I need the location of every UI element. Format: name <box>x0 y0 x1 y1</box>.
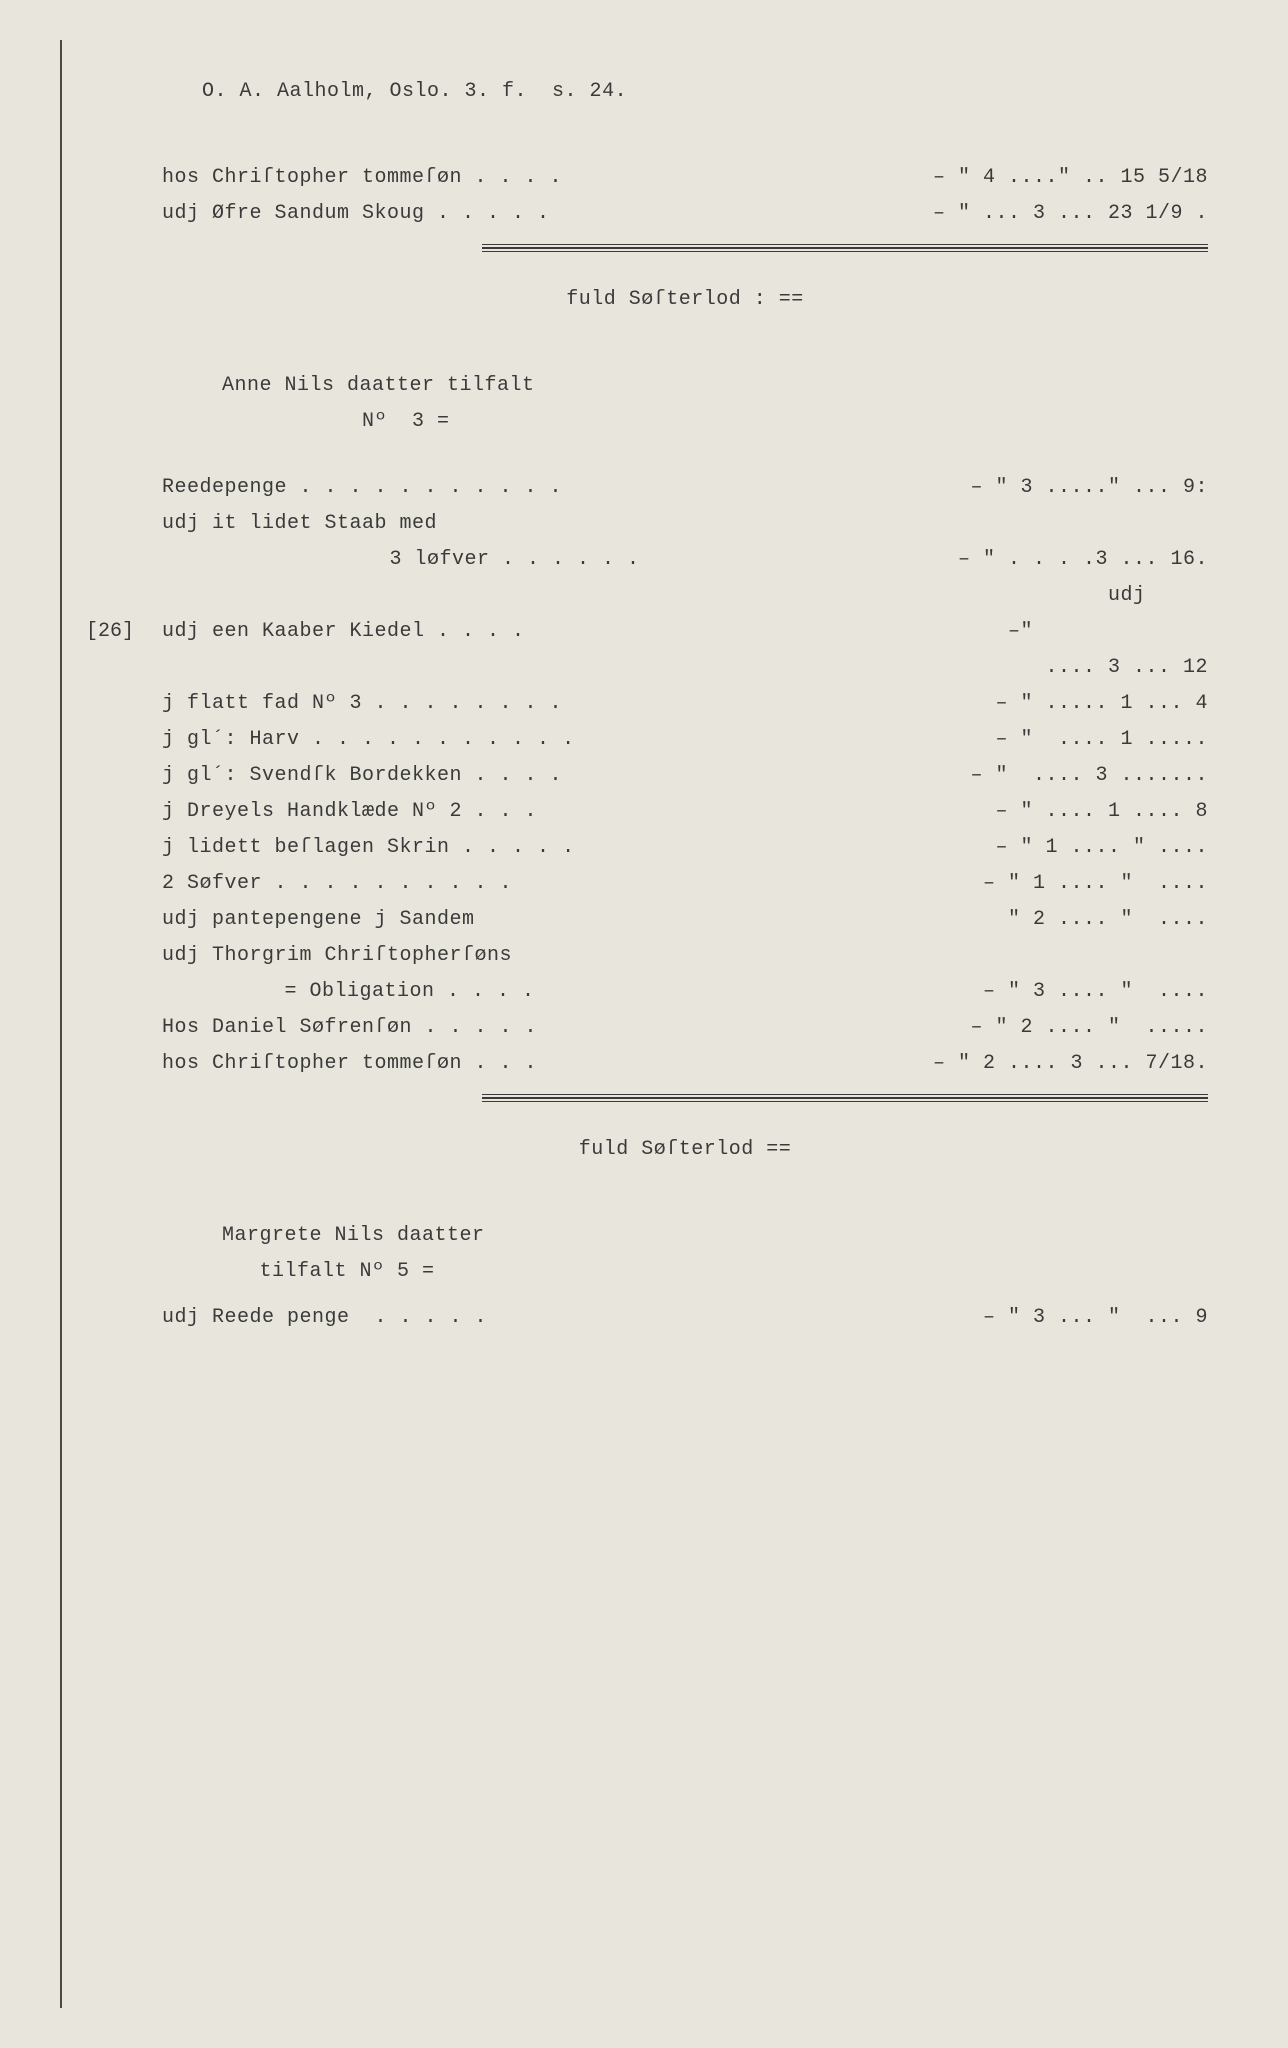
entry-row: j gl´: Harv . . . . . . . . . . . – ʺ ..… <box>162 728 1208 764</box>
entry-desc: udj Thorgrim Chriſtopherſøns <box>162 944 512 967</box>
entry-row: udj Reede penge . . . . . – " 3 ... ʺ ..… <box>162 1306 1208 1342</box>
entry-row: udj Øfre Sandum Skoug . . . . . – ʺ ... … <box>162 202 1208 238</box>
section-subheading: tilfalt Nº 5 = <box>162 1260 1208 1296</box>
entry-desc: 2 Søfver . . . . . . . . . . <box>162 872 512 895</box>
entry-values: – " 3 ... ʺ ... 9 <box>983 1306 1208 1329</box>
entry-values: – ʺ 4 ....ʺ .. 15 5/18 <box>933 166 1208 189</box>
entry-row: [26] udj een Kaaber Kiedel . . . . –ʺ <box>162 620 1208 656</box>
entry-row: .... 3 ... 12 <box>162 656 1208 692</box>
entry-row: 3 løfver . . . . . . – ʺ . . . .3 ... 16… <box>162 548 1208 584</box>
footer-text: fuld Søſterlod == <box>579 1138 792 1161</box>
entry-values: – ʺ . . . .3 ... 16. <box>958 548 1208 571</box>
entry-desc: udj een Kaaber Kiedel . . . . <box>162 620 525 643</box>
entry-values: udj <box>1108 584 1208 607</box>
entry-values: .... 3 ... 12 <box>1045 656 1208 679</box>
subheading-text: Nº 3 = <box>362 410 450 433</box>
double-rule <box>482 1094 1208 1102</box>
entry-desc: hos Chriſtopher tommeſøn . . . . <box>162 166 562 189</box>
entry-values: – ʺ ... 3 ... 23 1/9 . <box>933 202 1208 225</box>
page-header: O. A. Aalholm, Oslo. 3. f. s. 24. <box>162 80 1208 116</box>
section-heading: Margrete Nils daatter <box>162 1224 1208 1260</box>
entry-desc: Hos Daniel Søfrenſøn . . . . . <box>162 1016 537 1039</box>
subheading-text: tilfalt Nº 5 = <box>222 1260 435 1283</box>
double-rule <box>482 244 1208 252</box>
entry-row: hos Chriſtopher tommeſøn . . . – ʺ 2 ...… <box>162 1052 1208 1088</box>
entry-row: hos Chriſtopher tommeſøn . . . . – ʺ 4 .… <box>162 166 1208 202</box>
entry-desc: = Obligation . . . . <box>222 980 535 1003</box>
entry-desc: udj it lidet Staab med <box>162 512 437 535</box>
entry-desc: udj Øfre Sandum Skoug . . . . . <box>162 202 550 225</box>
header-text: O. A. Aalholm, Oslo. 3. f. s. 24. <box>202 80 627 103</box>
section-footer: fuld Søſterlod == <box>162 1138 1208 1174</box>
entry-values: – ʺ 1 .... ʺ .... <box>983 872 1208 895</box>
entry-row: j lidett beſlagen Skrin . . . . . – ʺ 1 … <box>162 836 1208 872</box>
vertical-gap <box>162 446 1208 476</box>
vertical-gap <box>162 1174 1208 1224</box>
entry-desc: j lidett beſlagen Skrin . . . . . <box>162 836 575 859</box>
entry-values: ʺ 2 .... ʺ .... <box>1008 908 1208 931</box>
entry-values: –ʺ <box>1008 620 1208 643</box>
entry-row: udj it lidet Staab med <box>162 512 1208 548</box>
entry-values: – ʺ 1 .... ʺ .... <box>995 836 1208 859</box>
entry-row: = Obligation . . . . – ʺ 3 .... ʺ .... <box>162 980 1208 1016</box>
entry-values: – ʺ .... 3 ....... <box>970 764 1208 787</box>
entry-values: – ʺ ..... 1 ... 4 <box>995 692 1208 715</box>
entry-desc: 3 løfver . . . . . . <box>302 548 640 571</box>
entry-desc: udj pantepengene j Sandem <box>162 908 475 931</box>
entry-desc: j flatt fad Nº 3 . . . . . . . . <box>162 692 562 715</box>
entry-desc: j gl´: Harv . . . . . . . . . . . <box>162 728 575 751</box>
entry-row: udj pantepengene j Sandem ʺ 2 .... ʺ ...… <box>162 908 1208 944</box>
entry-desc: hos Chriſtopher tommeſøn . . . <box>162 1052 537 1075</box>
entry-values: – ʺ 2 .... ʺ ..... <box>970 1016 1208 1039</box>
entry-desc: udj Reede penge . . . . . <box>162 1306 487 1329</box>
entry-values: – ʺ 3 .....ʺ ... 9: <box>970 476 1208 499</box>
entry-desc: j gl´: Svendſk Bordekken . . . . <box>162 764 562 787</box>
entry-row: j gl´: Svendſk Bordekken . . . . – ʺ ...… <box>162 764 1208 800</box>
entry-values: – ʺ .... 1 .... 8 <box>995 800 1208 823</box>
vertical-gap <box>162 1108 1208 1138</box>
vertical-gap <box>162 258 1208 288</box>
entry-row: j Dreyels Handklæde Nº 2 . . . – ʺ .... … <box>162 800 1208 836</box>
entry-row: j flatt fad Nº 3 . . . . . . . . – ʺ ...… <box>162 692 1208 728</box>
section-footer: fuld Søſterlod : == <box>162 288 1208 324</box>
heading-text: Margrete Nils daatter <box>222 1224 485 1247</box>
entry-row: udj Thorgrim Chriſtopherſøns <box>162 944 1208 980</box>
footer-text: fuld Søſterlod : == <box>566 288 804 311</box>
section-heading: Anne Nils daatter tilfalt <box>162 374 1208 410</box>
section-subheading: Nº 3 = <box>162 410 1208 446</box>
vertical-gap <box>162 324 1208 374</box>
entry-desc: Reedepenge . . . . . . . . . . . <box>162 476 562 499</box>
entry-row: Reedepenge . . . . . . . . . . . – ʺ 3 .… <box>162 476 1208 512</box>
entry-row: Hos Daniel Søfrenſøn . . . . . – ʺ 2 ...… <box>162 1016 1208 1052</box>
vertical-gap <box>162 1296 1208 1306</box>
entry-values: – ʺ 3 .... ʺ .... <box>983 980 1208 1003</box>
entry-row: udj <box>162 584 1208 620</box>
entry-values: – ʺ .... 1 ..... <box>995 728 1208 751</box>
margin-annotation: [26] <box>86 620 134 643</box>
heading-text: Anne Nils daatter tilfalt <box>222 374 535 397</box>
entry-desc: j Dreyels Handklæde Nº 2 . . . <box>162 800 537 823</box>
entry-values: – ʺ 2 .... 3 ... 7/18. <box>933 1052 1208 1075</box>
entry-row: 2 Søfver . . . . . . . . . . – ʺ 1 .... … <box>162 872 1208 908</box>
document-page: O. A. Aalholm, Oslo. 3. f. s. 24. hos Ch… <box>60 40 1248 2008</box>
